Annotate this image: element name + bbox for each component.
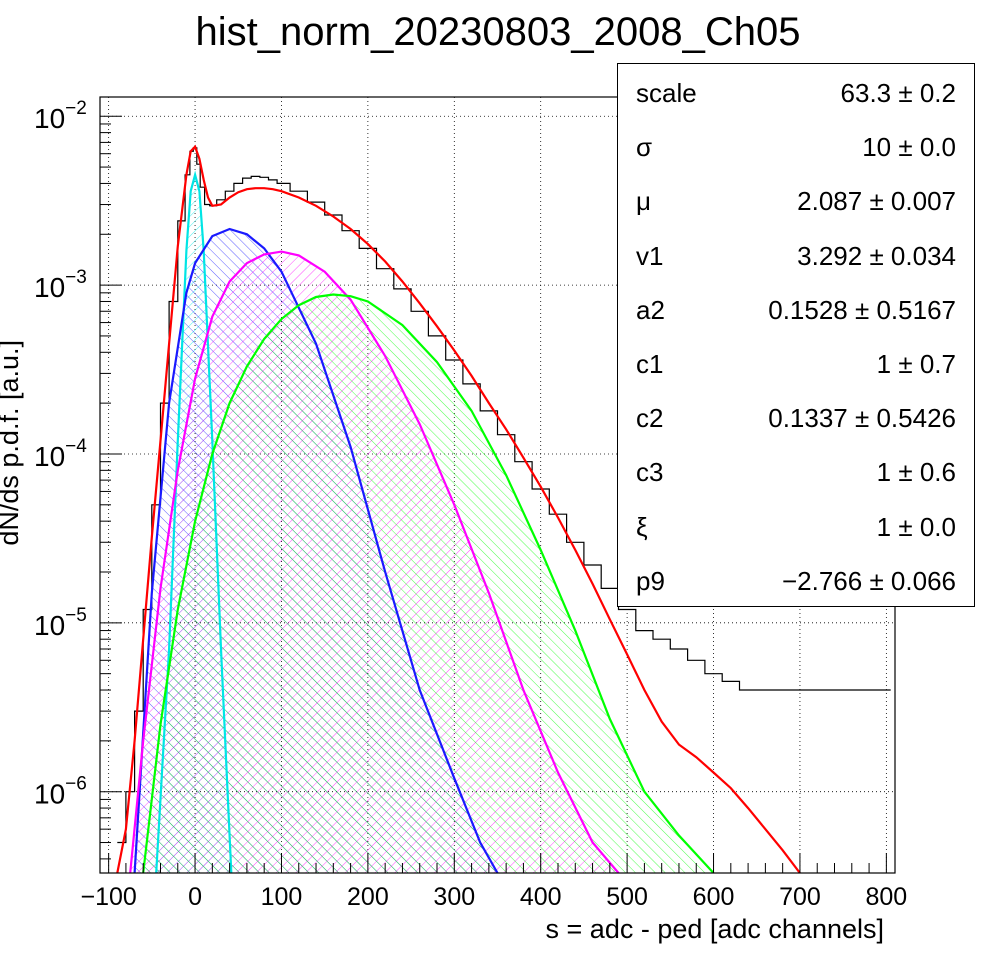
x-tick-label: 600 [693, 883, 735, 911]
stats-param-value: 1 ± 0.6 [876, 457, 956, 488]
stats-param-value: 0.1528 ± 0.5167 [768, 294, 956, 325]
stats-param-value: 10 ± 0.0 [862, 132, 956, 163]
x-tick-label: 800 [865, 883, 907, 911]
stats-param-name: μ [636, 186, 651, 217]
stats-row: scale 63.3 ± 0.2 [618, 66, 974, 120]
stats-param-name: c1 [636, 349, 664, 379]
component-fill [143, 294, 714, 873]
stats-param-value: 1 ± 0.7 [876, 349, 956, 379]
x-tick-label: 200 [347, 883, 389, 911]
stats-row: c2 0.1337 ± 0.5426 [618, 391, 974, 445]
fit-curve-line [155, 170, 233, 873]
stats-row: c3 1 ± 0.6 [618, 445, 974, 499]
stats-param-value: 0.1337 ± 0.5426 [768, 403, 956, 434]
stats-param-name: a2 [636, 294, 665, 325]
stats-row: a2 0.1528 ± 0.5167 [618, 283, 974, 337]
y-axis-label: dN/ds p.d.f. [a.u.] [0, 340, 24, 546]
stats-param-value: 1 ± 0.0 [876, 511, 956, 542]
fit-curves [116, 144, 801, 873]
fit-curve-line [133, 227, 499, 873]
fit-curve-line [116, 144, 801, 873]
fit-stats-box: scale 63.3 ± 0.2 σ 10 ± 0.0 μ 2.087 ± 0.007 v1… [617, 63, 975, 607]
y-tick-label: 10−6 [34, 774, 87, 810]
stats-param-value: 2.087 ± 0.007 [797, 186, 956, 217]
x-tick-label: 700 [779, 883, 821, 911]
stats-row: μ 2.087 ± 0.007 [618, 174, 974, 228]
stats-row: c1 1 ± 0.7 [618, 337, 974, 391]
x-tick-label: 100 [261, 883, 303, 911]
x-tick-label: 500 [606, 883, 648, 911]
y-tick-label: 10−5 [34, 605, 87, 641]
stats-row: ξ 1 ± 0.0 [618, 500, 974, 554]
y-tick-label: 10−4 [34, 436, 87, 472]
stats-param-value: −2.766 ± 0.066 [781, 565, 956, 596]
stats-param-name: c2 [636, 403, 664, 434]
fit-curve-line [142, 293, 715, 873]
y-tick-label: 10−3 [34, 267, 87, 303]
chart-title: hist_norm_20230803_2008_Ch05 [195, 10, 801, 54]
y-tick-label: 10−2 [34, 98, 87, 134]
stats-row: v1 3.292 ± 0.034 [618, 229, 974, 283]
axes: −100 0 100 200 300 400 500 600 700 800 10−6 10−5 10−… [34, 98, 907, 911]
stats-param-name: σ [636, 132, 653, 163]
stats-param-name: c3 [636, 457, 664, 488]
stats-param-value: 63.3 ± 0.2 [840, 78, 956, 108]
stats-param-value: 3.292 ± 0.034 [797, 240, 956, 271]
stats-row: p9 −2.766 ± 0.066 [618, 554, 974, 608]
stats-param-name: scale [636, 78, 697, 108]
x-tick-label: 400 [520, 883, 562, 911]
x-axis-label: s = adc - ped [adc channels] [546, 914, 884, 944]
fit-curve-line [129, 250, 620, 873]
stats-param-name: ξ [636, 511, 648, 542]
stats-param-name: v1 [636, 240, 664, 271]
x-tick-label: 300 [433, 883, 475, 911]
stats-row: σ 10 ± 0.0 [618, 120, 974, 174]
x-tick-label: −100 [80, 883, 136, 911]
x-tick-label: 0 [188, 883, 202, 911]
stats-param-name: p9 [636, 565, 665, 596]
